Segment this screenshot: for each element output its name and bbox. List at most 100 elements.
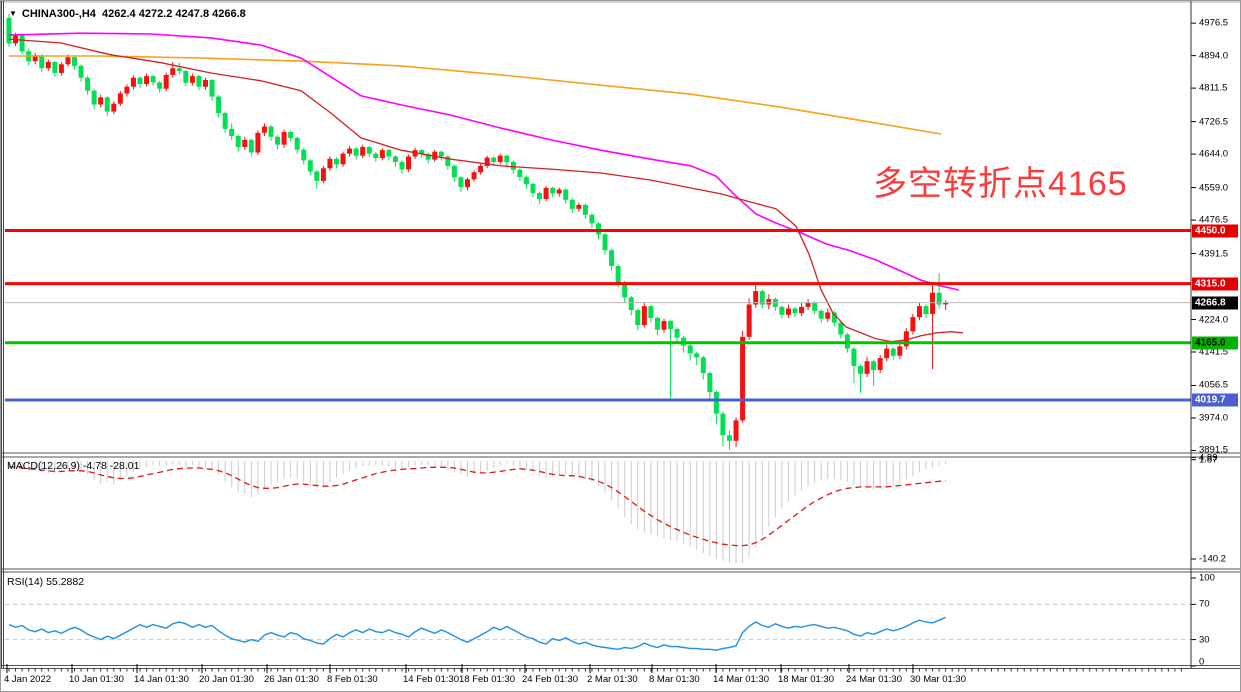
candle-body: [117, 93, 123, 104]
candle-body: [327, 158, 333, 169]
turning-point-annotation[interactable]: 多空转折点4165: [873, 165, 1128, 203]
candle-body: [52, 61, 58, 73]
candle-body: [622, 282, 628, 298]
candle-body: [713, 391, 719, 414]
candle-body: [203, 80, 208, 87]
candle-body: [785, 308, 791, 315]
price-axis-label: 4391.5: [1199, 248, 1229, 260]
candle-body: [727, 435, 732, 441]
candle-body: [720, 413, 726, 436]
candle-body: [766, 299, 772, 305]
price-axis-label: 4976.5: [1199, 17, 1229, 29]
candle-body: [615, 265, 621, 283]
symbol-title: CHINA300-,H4: [21, 8, 96, 20]
candle-body: [877, 358, 883, 370]
candle-body: [65, 57, 71, 65]
candle-body: [360, 147, 366, 156]
candle-body: [484, 157, 490, 166]
ma-fast-line: [8, 38, 964, 343]
candle-body: [759, 291, 765, 305]
candle-body: [72, 57, 77, 66]
candle-body: [399, 161, 405, 170]
price-level-badge: 4450.0: [1192, 224, 1238, 237]
candle-body: [923, 306, 929, 314]
candle-body: [314, 171, 320, 181]
candle-body: [818, 310, 824, 319]
candle-body: [582, 204, 588, 215]
price-axis-label: 4224.0: [1199, 314, 1229, 325]
candle-body: [556, 189, 562, 194]
candle-body: [196, 76, 202, 87]
candle-body: [111, 103, 117, 112]
candle-body: [936, 292, 942, 305]
candle-body: [550, 187, 556, 194]
candle-body: [812, 302, 818, 311]
candle-body: [805, 302, 811, 307]
candle-body: [248, 139, 254, 153]
candle-body: [930, 292, 936, 314]
candle-body: [39, 55, 45, 69]
candle-body: [406, 156, 412, 170]
candle-body: [58, 64, 64, 73]
macd-axis-label: -140.2: [1199, 553, 1226, 565]
candle-body: [19, 35, 25, 52]
candle-body: [641, 306, 647, 326]
candle-body: [884, 348, 890, 359]
candle-body: [222, 113, 228, 129]
candle-body: [366, 147, 372, 154]
candle-body: [871, 361, 877, 370]
candle-body: [176, 68, 182, 71]
candle-body: [307, 160, 313, 172]
time-axis-label: 24 Mar 01:30: [846, 674, 902, 685]
candle-body: [373, 153, 379, 159]
candle-body: [491, 157, 497, 162]
candle-body: [740, 336, 746, 421]
candle-body: [32, 55, 38, 62]
candle-body: [864, 361, 870, 374]
candle-body: [661, 321, 667, 330]
rsi-axis-label: 70: [1199, 598, 1210, 610]
macd-signal-line: [8, 465, 946, 547]
candle-body: [694, 353, 700, 358]
time-axis-label: 30 Mar 01:30: [910, 674, 966, 685]
candle-body: [242, 139, 248, 148]
candle-body: [235, 135, 241, 148]
candle-body: [537, 193, 543, 199]
candle-body: [543, 187, 549, 199]
candle-body: [163, 74, 169, 89]
rsi-axis-label: 0: [1199, 656, 1205, 668]
chevron-down-icon[interactable]: ▼: [9, 9, 17, 18]
candle-body: [746, 304, 752, 337]
price-axis-label: 4894.0: [1199, 50, 1229, 62]
candle-body: [268, 126, 274, 137]
ohlc-values: 4262.4 4272.2 4247.8 4266.8: [102, 8, 246, 20]
candle-body: [445, 156, 451, 166]
candle-body: [281, 132, 287, 145]
time-axis-label: 2 Mar 01:30: [587, 674, 638, 685]
time-axis-label: 10 Jan 01:30: [69, 674, 124, 685]
candle-body: [602, 234, 608, 251]
candle-body: [916, 306, 922, 318]
candle-body: [668, 321, 674, 329]
candle-body: [478, 165, 484, 173]
candle-body: [733, 420, 739, 441]
candle-body: [707, 373, 713, 392]
candle-body: [628, 297, 634, 311]
price-axis-label: 4559.0: [1199, 182, 1229, 194]
candle-body: [654, 317, 660, 330]
ma-mid-line: [8, 32, 960, 291]
candle-body: [255, 132, 261, 153]
candle-body: [596, 223, 601, 235]
price-axis-label: 3891.5: [1199, 444, 1229, 456]
candle-body: [183, 70, 189, 83]
candle-body: [523, 176, 529, 185]
candle-body: [130, 77, 136, 87]
candle-body: [890, 348, 896, 356]
candle-body: [687, 345, 693, 354]
candle-body: [517, 169, 523, 177]
candle-body: [91, 90, 97, 105]
candle-body: [858, 365, 863, 374]
rsi-axis-label: 30: [1199, 634, 1210, 646]
time-axis-label: 8 Mar 01:30: [649, 674, 700, 685]
